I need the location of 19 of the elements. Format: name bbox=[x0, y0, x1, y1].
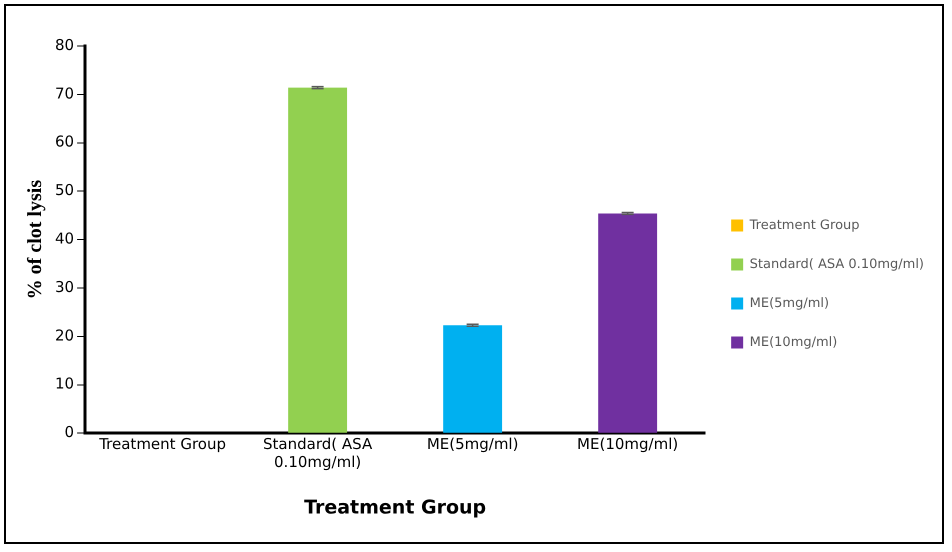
y-tick-label: 80 bbox=[54, 36, 74, 54]
legend-label: ME(10mg/ml) bbox=[750, 334, 838, 350]
x-tick-label: ME(5mg/ml) bbox=[426, 435, 518, 454]
y-tick-label: 20 bbox=[54, 326, 74, 344]
y-tick-label: 30 bbox=[54, 278, 74, 296]
legend-label: Treatment Group bbox=[748, 218, 860, 233]
y-tick-label: 0 bbox=[64, 423, 74, 442]
legend-label: Standard( ASA 0.10mg/ml) bbox=[750, 256, 924, 272]
legend-label: ME(5mg/ml) bbox=[750, 296, 830, 311]
x-tick-label: Treatment Group bbox=[98, 435, 226, 454]
y-tick-label: 60 bbox=[54, 132, 74, 151]
y-tick-label: 10 bbox=[54, 374, 74, 393]
x-tick-label: Standard( ASA 0.10mg/ml) bbox=[263, 435, 373, 472]
x-tick-label: ME(10mg/ml) bbox=[577, 435, 678, 454]
y-tick-label: 50 bbox=[54, 181, 74, 200]
y-tick-label: 70 bbox=[54, 84, 74, 102]
x-axis-title: Treatment Group bbox=[304, 496, 486, 519]
y-tick-label: 40 bbox=[54, 229, 74, 248]
y-axis-title: % of clot lysis bbox=[24, 180, 46, 300]
